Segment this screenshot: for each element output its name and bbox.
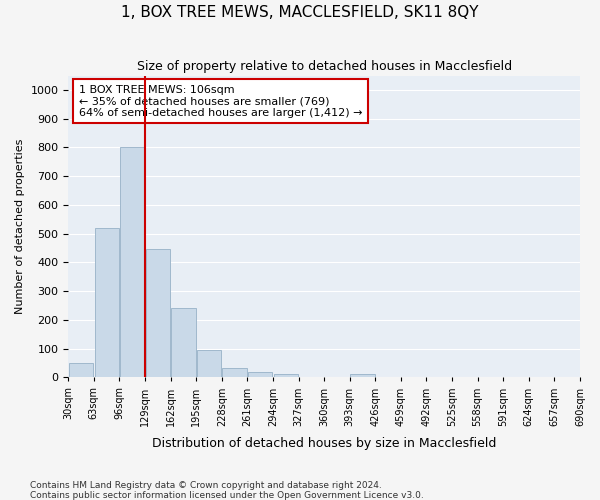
Title: Size of property relative to detached houses in Macclesfield: Size of property relative to detached ho… — [137, 60, 512, 73]
Bar — [197, 350, 221, 378]
Bar — [69, 363, 93, 378]
Bar — [120, 148, 145, 378]
Bar — [274, 374, 298, 378]
Bar — [171, 308, 196, 378]
X-axis label: Distribution of detached houses by size in Macclesfield: Distribution of detached houses by size … — [152, 437, 496, 450]
Y-axis label: Number of detached properties: Number of detached properties — [15, 139, 25, 314]
Bar — [95, 228, 119, 378]
Text: Contains HM Land Registry data © Crown copyright and database right 2024.: Contains HM Land Registry data © Crown c… — [30, 480, 382, 490]
Bar — [223, 368, 247, 378]
Text: 1, BOX TREE MEWS, MACCLESFIELD, SK11 8QY: 1, BOX TREE MEWS, MACCLESFIELD, SK11 8QY — [121, 5, 479, 20]
Bar — [146, 250, 170, 378]
Text: 1 BOX TREE MEWS: 106sqm
← 35% of detached houses are smaller (769)
64% of semi-d: 1 BOX TREE MEWS: 106sqm ← 35% of detache… — [79, 84, 362, 118]
Bar — [248, 372, 272, 378]
Text: Contains public sector information licensed under the Open Government Licence v3: Contains public sector information licen… — [30, 490, 424, 500]
Bar — [350, 374, 374, 378]
